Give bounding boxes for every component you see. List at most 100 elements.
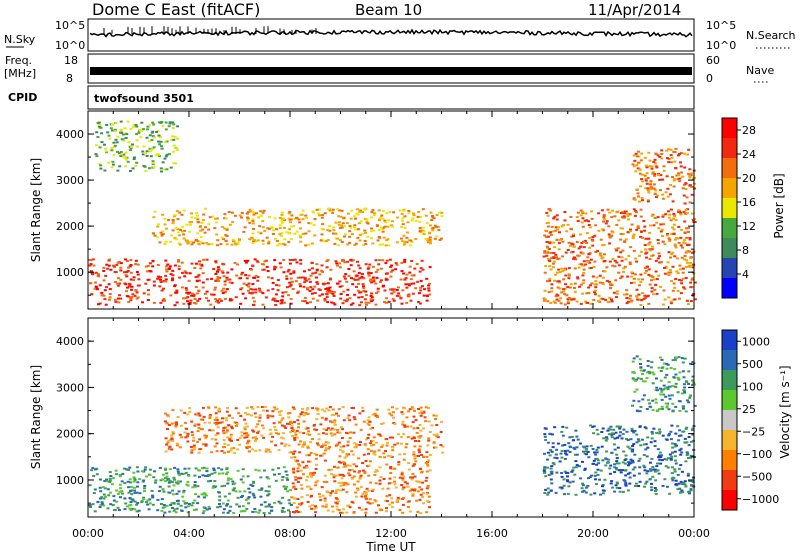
scatter-cell (96, 273, 100, 276)
scatter-cell (234, 242, 238, 245)
scatter-cell (584, 300, 588, 303)
scatter-cell (330, 421, 334, 424)
scatter-cell (165, 472, 169, 475)
scatter-cell (669, 154, 673, 157)
scatter-cell (257, 231, 261, 234)
scatter-cell (174, 511, 178, 514)
scatter-cell (132, 279, 136, 281)
scatter-cell (346, 298, 349, 301)
scatter-cell (569, 227, 573, 230)
scatter-cell (671, 402, 675, 405)
scatter-cell (164, 128, 168, 131)
scatter-cell (188, 230, 192, 233)
scatter-cell (666, 466, 670, 469)
scatter-cell (573, 448, 577, 450)
scatter-cell (156, 509, 160, 512)
scatter-cell (664, 265, 668, 268)
scatter-cell (672, 282, 676, 285)
scatter-cell (570, 242, 574, 245)
scatter-cell (429, 241, 433, 244)
scatter-cell (240, 212, 244, 214)
scatter-cell (546, 441, 550, 444)
scatter-cell (184, 271, 188, 274)
scatter-cell (688, 176, 692, 179)
scatter-cell (194, 276, 198, 278)
scatter-cell (574, 453, 577, 456)
scatter-cell (346, 483, 350, 486)
scatter-cell (546, 245, 549, 248)
scatter-cell (319, 499, 323, 502)
scatter-cell (105, 478, 109, 481)
scatter-cell (635, 155, 639, 158)
scatter-cell (116, 282, 119, 285)
scatter-cell (362, 287, 366, 290)
scatter-cell (605, 220, 609, 223)
scatter-cell (214, 406, 218, 409)
scatter-cell (642, 443, 646, 446)
scatter-cell (603, 253, 606, 256)
scatter-cell (198, 438, 202, 441)
scatter-cell (233, 261, 237, 264)
scatter-cell (566, 249, 570, 251)
colorbar-segment (722, 410, 737, 430)
scatter-cell (553, 246, 557, 249)
scatter-cell (329, 428, 333, 431)
scatter-cell (632, 154, 636, 157)
scatter-cell (287, 416, 291, 419)
scatter-cell (644, 179, 648, 182)
scatter-cell (91, 467, 95, 470)
scatter-cell (614, 467, 618, 469)
scatter-cell (332, 290, 336, 293)
scatter-cell (382, 478, 386, 480)
scatter-cell (320, 486, 324, 489)
scatter-cell (131, 507, 135, 510)
scatter-cell (562, 478, 566, 481)
scatter-cell (333, 303, 337, 306)
scatter-cell (628, 471, 632, 474)
scatter-cell (685, 212, 689, 215)
scatter-cell (415, 431, 419, 434)
scatter-cell (667, 457, 670, 460)
scatter-cell (390, 406, 394, 409)
scatter-cell (394, 262, 398, 265)
scatter-cell (346, 444, 350, 447)
scatter-cell (648, 258, 652, 260)
scatter-cell (197, 289, 201, 292)
scatter-cell (567, 274, 571, 277)
scatter-cell (343, 299, 347, 302)
scatter-cell (400, 302, 404, 305)
scatter-cell (223, 297, 227, 300)
scatter-cell (611, 258, 615, 260)
scatter-cell (197, 469, 201, 472)
scatter-cell (190, 449, 194, 452)
scatter-cell (208, 414, 212, 417)
scatter-cell (320, 216, 324, 219)
scatter-cell (418, 486, 422, 489)
scatter-cell (343, 261, 347, 264)
scatter-cell (361, 272, 364, 275)
scatter-cell (355, 285, 358, 288)
scatter-cell (587, 292, 591, 294)
scatter-cell (628, 476, 632, 479)
scatter-cell (403, 241, 407, 244)
scatter-cell (546, 214, 550, 217)
scatter-cell (239, 510, 243, 513)
scatter-cell (108, 137, 112, 140)
scatter-cell (105, 124, 109, 126)
scatter-cell (386, 487, 390, 490)
scatter-cell (163, 168, 167, 171)
scatter-cell (417, 440, 421, 443)
scatter-cell (389, 467, 393, 470)
scatter-cell (650, 482, 653, 485)
scatter-cell (267, 448, 271, 451)
scatter-cell (311, 297, 315, 300)
scatter-cell (223, 291, 227, 294)
scatter-cell (614, 279, 618, 282)
scatter-cell (257, 420, 261, 423)
scatter-cell (113, 128, 117, 131)
scatter-cell (183, 275, 187, 278)
scatter-cell (543, 492, 547, 494)
scatter-cell (281, 417, 285, 420)
scatter-cell (423, 288, 426, 291)
scatter-cell (371, 426, 374, 429)
